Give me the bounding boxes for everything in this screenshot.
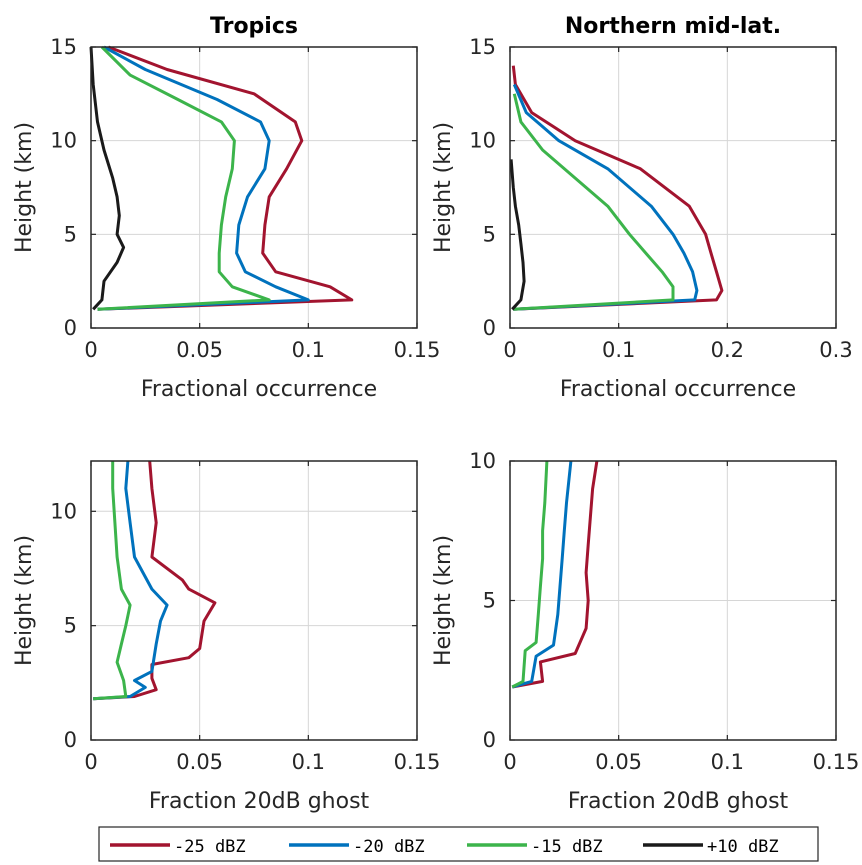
x-tick-label: 0	[84, 338, 97, 362]
y-tick-label: 5	[64, 614, 77, 638]
series-line-10dbzdbz	[509, 159, 526, 311]
x-tick-label: 0	[503, 750, 516, 774]
chart-panel-4: 0 0.05 0.1 0.15 0 5 10 Fraction 20dB ghost Heigh…	[431, 449, 859, 814]
x-axis-label: Fractional occurrence	[560, 377, 796, 402]
x-tick-label: 0.1	[292, 750, 325, 774]
axes-frame	[90, 460, 418, 741]
y-axis-label: Height (km)	[12, 122, 37, 253]
y-tick-label: 10	[469, 129, 496, 153]
series-line-20dbzdbz	[97, 45, 310, 311]
series-line-20dbzdbz	[93, 460, 169, 701]
legend: -25 dBZ -20 dBZ -15 dBZ +10 dBZ	[98, 826, 819, 862]
series-line-20dbzdbz	[511, 460, 573, 689]
y-axis-label: Height (km)	[431, 535, 456, 666]
series-line-15dbzdbz	[512, 93, 675, 311]
y-tick-label: 0	[64, 728, 77, 752]
series-line-25dbzdbz	[511, 65, 724, 311]
y-tick-label: 0	[64, 316, 77, 340]
y-tick-label: 10	[50, 499, 77, 523]
x-tick-label: 0	[84, 750, 97, 774]
chart-panel-1: 0 0.05 0.1 0.15 0 5 10 15 Fractional occurrence H…	[12, 14, 440, 402]
series-line-25dbzdbz	[97, 45, 354, 311]
x-tick-label: 0.1	[602, 338, 635, 362]
y-tick-label: 0	[483, 316, 496, 340]
x-tick-label: 0	[503, 338, 516, 362]
y-tick-label: 0	[483, 728, 496, 752]
y-tick-label: 5	[64, 222, 77, 246]
y-axis-label: Height (km)	[12, 535, 37, 666]
panel-title: Tropics	[210, 14, 298, 39]
chart-panel-3: 0 0.05 0.1 0.15 0 5 10 Fraction 20dB ghost Heigh…	[12, 460, 441, 814]
chart-panel-2: 0 0.1 0.2 0.3 0 5 10 15 Fractional occurrence Hei…	[431, 14, 853, 402]
y-tick-label: 5	[483, 589, 496, 613]
series-line-15dbzdbz	[93, 461, 132, 701]
y-tick-label: 10	[469, 449, 496, 473]
series-line-25dbzdbz	[511, 460, 599, 689]
x-axis-label: Fraction 20dB ghost	[568, 789, 789, 814]
x-tick-label: 0.1	[292, 338, 325, 362]
y-tick-label: 10	[50, 129, 77, 153]
panel-title: Northern mid-lat.	[565, 14, 781, 39]
legend-label: -15 dBZ	[531, 837, 603, 857]
x-tick-label: 0.05	[595, 750, 642, 774]
series-line-20dbzdbz	[512, 83, 699, 311]
series-line-10dbzdbz	[89, 46, 126, 311]
x-tick-label: 0.2	[711, 338, 744, 362]
y-tick-label: 5	[483, 222, 496, 246]
x-tick-label: 0.1	[711, 750, 744, 774]
y-tick-label: 15	[469, 35, 496, 59]
series-line-25dbzdbz	[93, 460, 217, 701]
x-tick-label: 0.05	[176, 338, 223, 362]
x-tick-label: 0.15	[394, 750, 441, 774]
x-axis-label: Fraction 20dB ghost	[149, 789, 370, 814]
axes-frame	[509, 46, 837, 329]
y-tick-label: 15	[50, 35, 77, 59]
x-tick-label: 0.05	[176, 750, 223, 774]
axes-frame	[90, 46, 418, 329]
legend-label: -25 dBZ	[174, 837, 246, 857]
x-tick-label: 0.15	[813, 750, 860, 774]
legend-label: +10 dBZ	[707, 837, 779, 857]
series-line-15dbzdbz	[97, 45, 271, 311]
y-axis-label: Height (km)	[431, 122, 456, 253]
x-tick-label: 0.15	[394, 338, 441, 362]
x-tick-label: 0.3	[819, 338, 852, 362]
x-axis-label: Fractional occurrence	[141, 377, 377, 402]
legend-label: -20 dBZ	[353, 837, 425, 857]
series-line-15dbzdbz	[511, 460, 549, 689]
